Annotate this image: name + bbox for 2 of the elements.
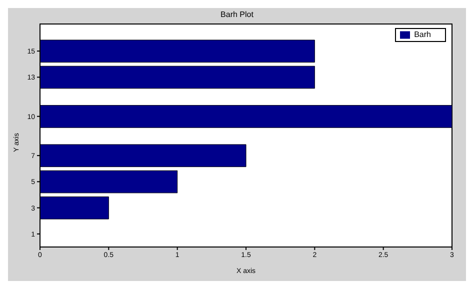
chart-title: Barh Plot xyxy=(220,10,254,19)
legend-label: Barh xyxy=(414,30,431,40)
